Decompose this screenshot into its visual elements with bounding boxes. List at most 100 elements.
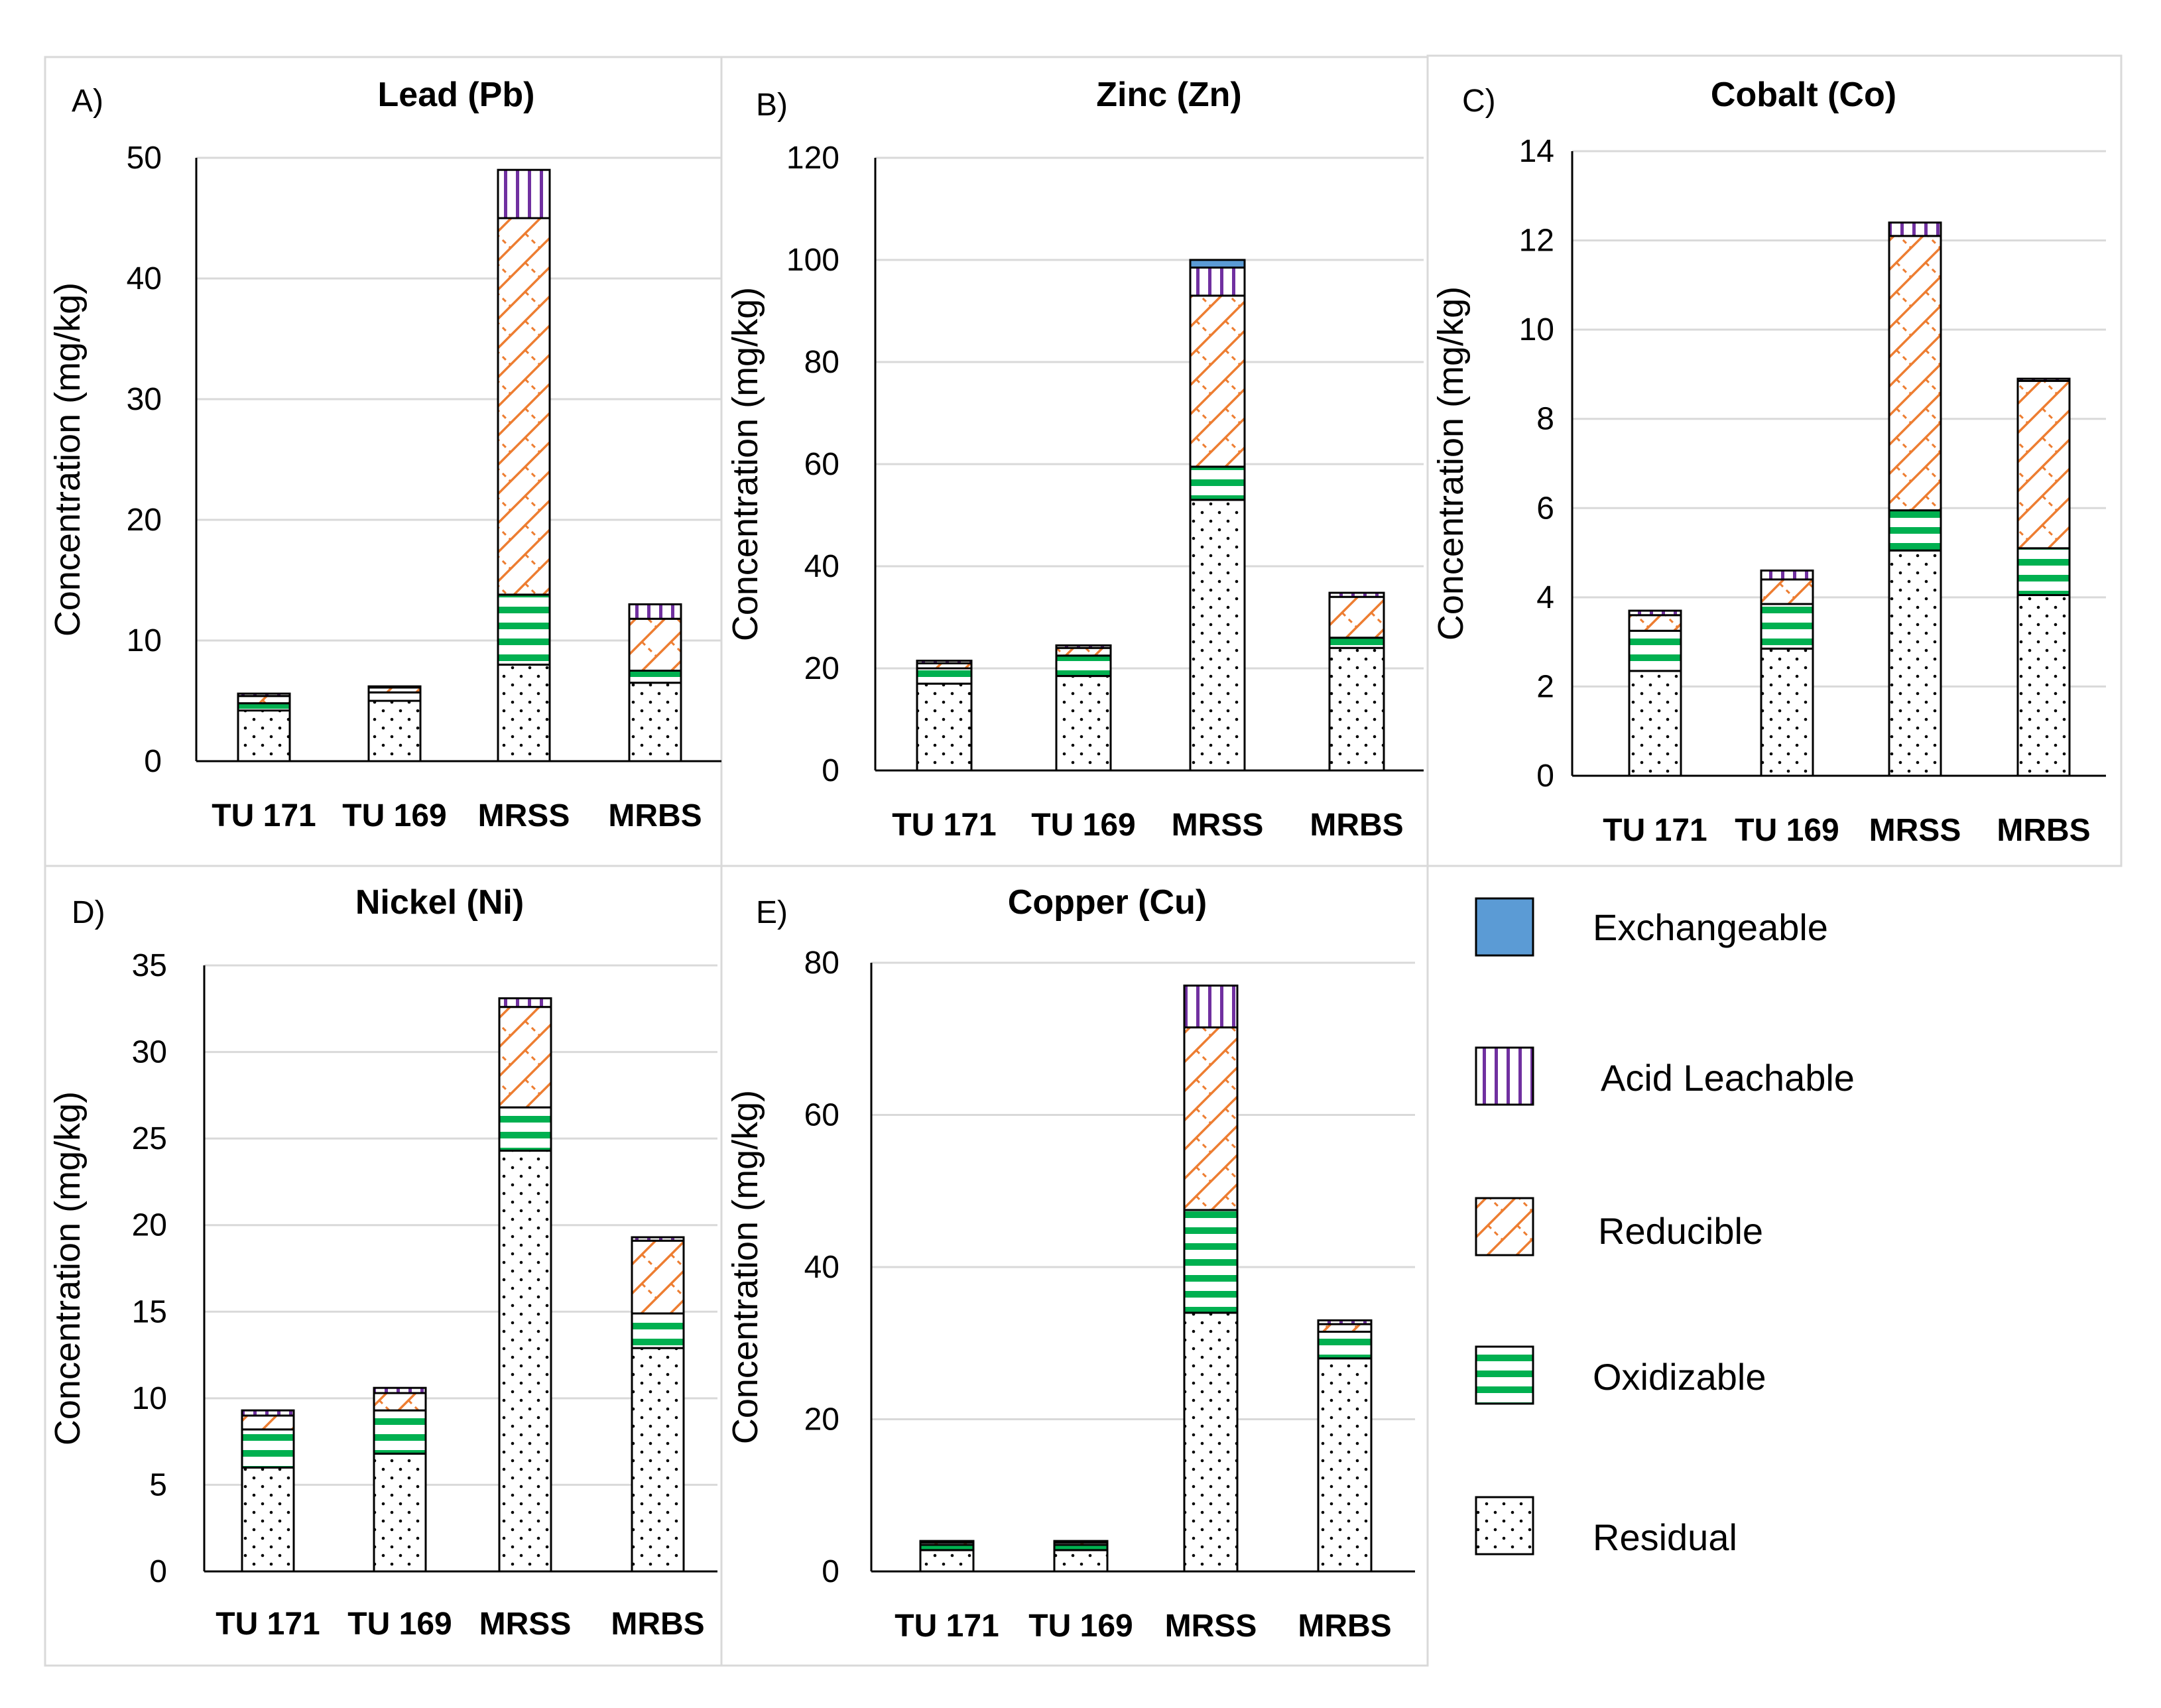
x-category-label: MRBS bbox=[611, 1607, 704, 1642]
bar-segment-acid bbox=[241, 1409, 295, 1417]
y-tick-label: 14 bbox=[1519, 134, 1554, 169]
x-category-label: TU 169 bbox=[1031, 808, 1135, 843]
y-axis-label: Concentration (mg/kg) bbox=[48, 282, 88, 637]
y-tick-label: 10 bbox=[132, 1381, 167, 1416]
y-tick-label: 6 bbox=[1536, 491, 1554, 526]
y-tick-label: 8 bbox=[1536, 402, 1554, 437]
panel-frame-e bbox=[720, 865, 1429, 1667]
bar-segment-acid bbox=[367, 685, 422, 689]
bar-segment-acid bbox=[1328, 591, 1385, 598]
bar-segment-oxidizable bbox=[1055, 654, 1112, 678]
x-category-label: MRBS bbox=[1298, 1609, 1391, 1644]
bar-segment-residual bbox=[2016, 593, 2071, 777]
chart-title: Lead (Pb) bbox=[378, 76, 535, 114]
y-tick-label: 30 bbox=[127, 382, 162, 417]
bar-segment-residual bbox=[1760, 647, 1814, 777]
bar-segment-oxidizable bbox=[367, 691, 422, 702]
bar-segment-oxidizable bbox=[1183, 1209, 1239, 1314]
y-tick-label: 5 bbox=[149, 1467, 167, 1502]
x-category-label: MRSS bbox=[478, 798, 570, 833]
legend-swatch-residual bbox=[1475, 1496, 1534, 1555]
bar-segment-residual bbox=[916, 682, 973, 772]
y-tick-label: 40 bbox=[127, 261, 162, 296]
bar-segment-reducible bbox=[2016, 380, 2071, 550]
bar-segment-reducible bbox=[631, 1239, 685, 1315]
bar-segment-exchangeable bbox=[1189, 259, 1246, 269]
y-tick-label: 40 bbox=[804, 549, 839, 584]
bar-segment-oxidizable bbox=[628, 670, 682, 684]
legend-swatch-acid-leachable bbox=[1475, 1046, 1534, 1106]
x-category-label: TU 169 bbox=[342, 798, 446, 833]
bar-segment-oxidizable bbox=[1628, 629, 1682, 672]
y-tick-label: 4 bbox=[1536, 580, 1554, 615]
y-tick-label: 50 bbox=[127, 141, 162, 176]
y-tick-label: 0 bbox=[822, 1554, 839, 1589]
y-tick-label: 40 bbox=[804, 1250, 839, 1285]
bar-segment-residual bbox=[1888, 549, 1942, 777]
bar-segment-acid bbox=[1183, 984, 1239, 1029]
bar-segment-acid bbox=[1055, 644, 1112, 649]
chart-title: Zinc (Zn) bbox=[1096, 76, 1242, 114]
bar-segment-reducible bbox=[1328, 595, 1385, 639]
bar-segment-residual bbox=[498, 1149, 552, 1573]
legend: Exchangeable Acid Leachable Reducible Ox… bbox=[1475, 897, 1855, 1558]
bar-segment-acid bbox=[498, 997, 552, 1008]
y-tick-label: 12 bbox=[1519, 223, 1554, 259]
bar-segment-residual bbox=[1189, 499, 1246, 772]
x-category-label: TU 171 bbox=[892, 808, 996, 843]
bar-segment-acid bbox=[497, 168, 551, 219]
y-axis-label: Concentration (mg/kg) bbox=[725, 287, 765, 641]
y-tick-label: 0 bbox=[144, 744, 162, 779]
bar-segment-oxidizable bbox=[1328, 637, 1385, 649]
bar-segment-oxidizable bbox=[1760, 603, 1814, 650]
bar-segment-residual bbox=[1055, 675, 1112, 772]
bar-segment-oxidizable bbox=[497, 593, 551, 666]
bar-segment-acid bbox=[916, 659, 973, 664]
chart-panel-3: 0 5 10 15 20 25 30 35 TU 171 TU 169 MRSS MRBS Nickel… bbox=[48, 883, 717, 1642]
bar-segment-residual bbox=[237, 709, 291, 762]
x-category-label: MRBS bbox=[1310, 808, 1403, 843]
bar-segment-residual bbox=[1317, 1357, 1373, 1573]
x-category-label: MRSS bbox=[1165, 1609, 1257, 1644]
x-category-label: MRSS bbox=[1869, 813, 1961, 848]
legend-label-residual: Residual bbox=[1593, 1516, 1737, 1558]
bar-segment-residual bbox=[367, 700, 422, 762]
bar-segment-reducible bbox=[1760, 578, 1814, 605]
bar-segment-reducible bbox=[498, 1006, 552, 1109]
panel-letter: A) bbox=[72, 84, 103, 119]
x-category-label: MRBS bbox=[1997, 813, 2090, 848]
bar-segment-reducible bbox=[1183, 1026, 1239, 1211]
bar-segment-residual bbox=[1328, 646, 1385, 772]
x-category-label: TU 171 bbox=[212, 798, 316, 833]
bar-segment-reducible bbox=[1317, 1323, 1373, 1333]
chart-panel-1: 0 20 40 60 80 100 120 TU 171 TU 169 MRSS MRBS Zinc … bbox=[725, 76, 1424, 843]
x-category-label: TU 169 bbox=[1028, 1609, 1133, 1644]
x-category-label: MRSS bbox=[1172, 808, 1264, 843]
panel-letter: E) bbox=[756, 895, 788, 930]
bar-segment-acid bbox=[628, 603, 682, 620]
chart-panel-4: 0 20 40 60 80 TU 171 TU 169 MRSS MRBS Copper (Cu)… bbox=[725, 883, 1415, 1644]
chart-title: Nickel (Ni) bbox=[355, 883, 524, 922]
panel-frame-c bbox=[1426, 54, 2123, 867]
bar-segment-oxidizable bbox=[1888, 509, 1942, 552]
x-category-label: TU 171 bbox=[895, 1609, 999, 1644]
y-axis-label: Concentration (mg/kg) bbox=[1431, 286, 1471, 640]
x-category-label: TU 169 bbox=[1735, 813, 1839, 848]
y-tick-label: 80 bbox=[804, 345, 839, 380]
bar-segment-residual bbox=[373, 1452, 427, 1573]
bar-segment-acid bbox=[1760, 569, 1814, 581]
chart-title: Copper (Cu) bbox=[1008, 883, 1207, 922]
bar-segment-residual bbox=[1628, 670, 1682, 777]
bar-segment-residual bbox=[241, 1466, 295, 1573]
bar-segment-acid bbox=[2016, 377, 2071, 383]
bar-segment-residual bbox=[1183, 1312, 1239, 1573]
panel-letter: C) bbox=[1462, 84, 1496, 119]
bar-segment-acid bbox=[373, 1386, 427, 1394]
bar-segment-reducible bbox=[373, 1392, 427, 1412]
chart-panel-2: 0 2 4 6 8 10 12 14 TU 171 TU 169 MRSS MRBS Cobalt (C… bbox=[1431, 76, 2106, 848]
legend-swatch-exchangeable bbox=[1475, 897, 1534, 957]
bar-segment-residual bbox=[628, 682, 682, 762]
x-category-label: TU 171 bbox=[216, 1607, 320, 1642]
legend-swatch-reducible bbox=[1475, 1197, 1534, 1256]
